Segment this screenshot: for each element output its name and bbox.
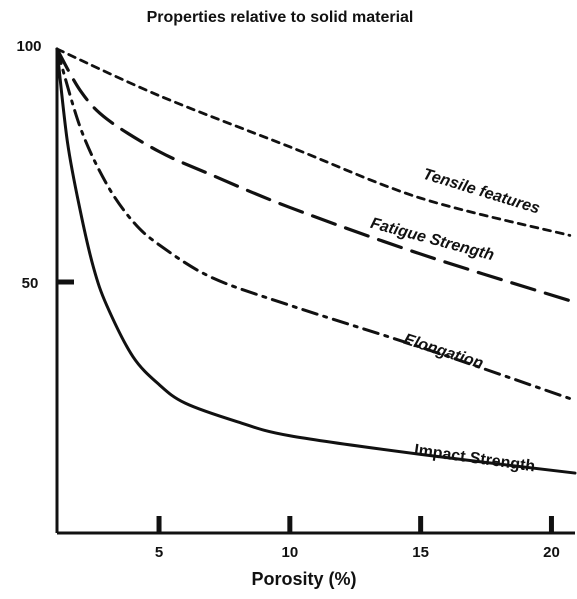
y-tick-label: 50 [22, 275, 39, 292]
x-tick-label: 20 [543, 544, 560, 561]
impact-strength-series-line [55, 47, 577, 475]
axes [55, 49, 575, 535]
x-tick-label: 5 [155, 544, 163, 561]
x-axis-label: Porosity (%) [251, 569, 356, 589]
fatigue-strength-series-line [55, 47, 572, 303]
elongation-series-line [55, 47, 572, 400]
chart-title: Properties relative to solid material [147, 9, 414, 26]
series [55, 47, 577, 475]
y-tick-label: 100 [16, 38, 41, 55]
ticks: 5 10 15 20 50 100 [16, 38, 559, 561]
tensile-features-series-line [55, 47, 572, 237]
x-tick-label: 15 [412, 544, 429, 561]
x-tick-label: 10 [281, 544, 298, 561]
